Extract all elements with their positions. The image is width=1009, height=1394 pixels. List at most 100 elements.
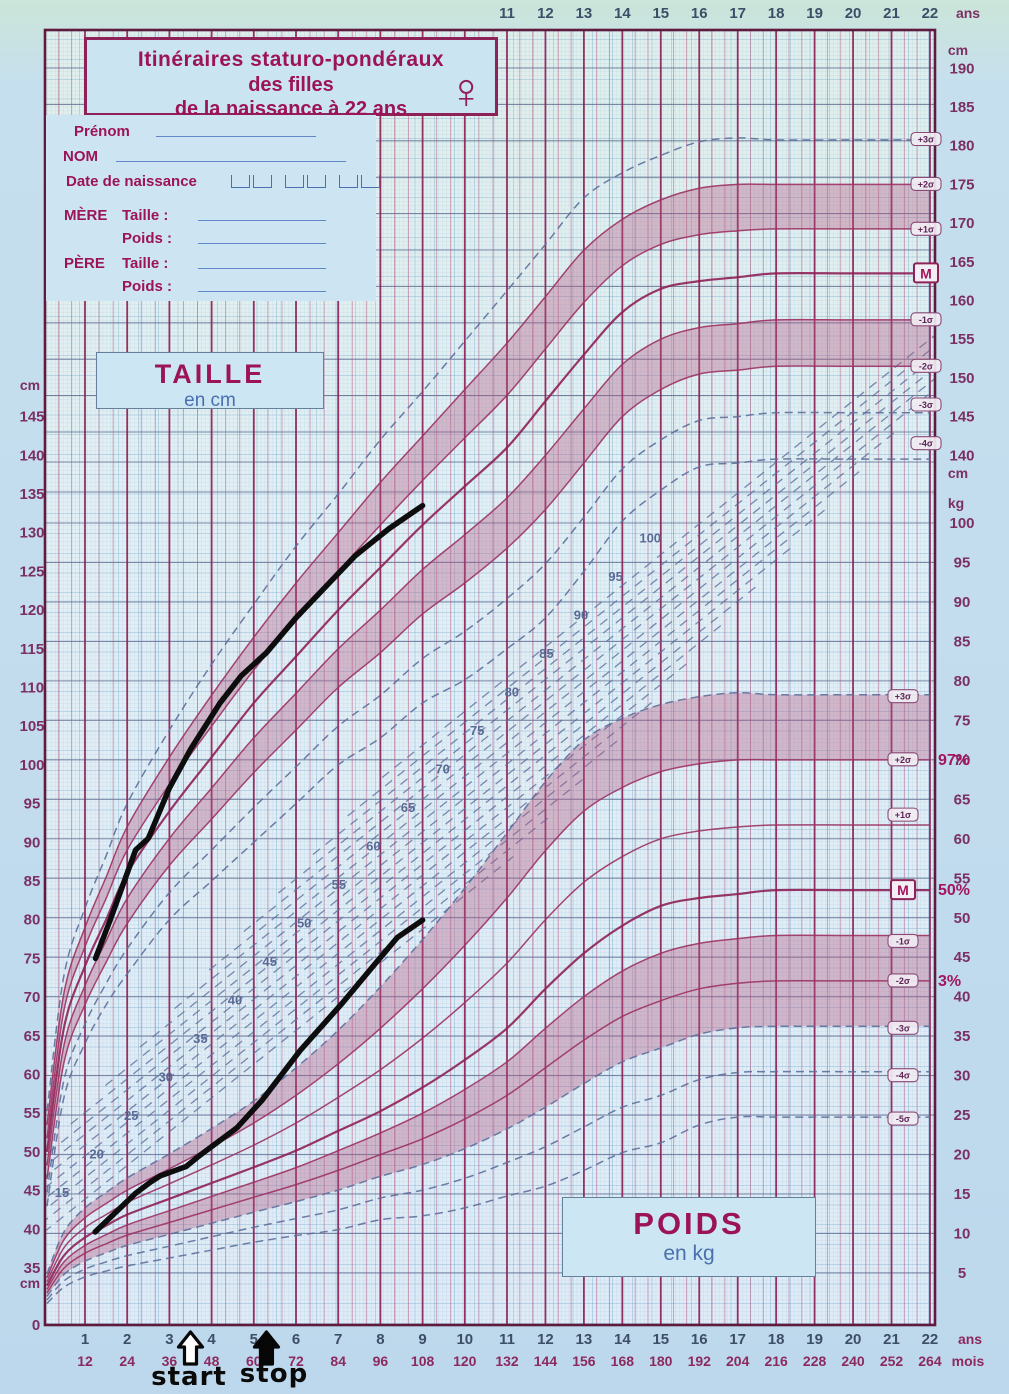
- left-axis-tick: 55: [24, 1105, 41, 1122]
- height-section-label: TAILLE en cm: [96, 352, 324, 411]
- bottom-axis-month: 132: [495, 1353, 519, 1369]
- right-axis-cm-tick: 185: [949, 99, 974, 116]
- left-axis-tick: 60: [24, 1067, 41, 1084]
- weight-end-label-box: [887, 807, 919, 822]
- height-end-label-text: -2σ: [919, 361, 933, 371]
- diagonal-guide-value: 35: [193, 1031, 207, 1046]
- right-axis-kg-tick: 30: [954, 1068, 971, 1085]
- left-axis-tick: 120: [19, 602, 44, 619]
- left-axis-tick: 135: [19, 486, 44, 503]
- left-axis-tick: 45: [24, 1183, 41, 1200]
- bottom-axis-month: 192: [688, 1353, 712, 1369]
- pere-poids-label: Poids :: [122, 278, 173, 295]
- percentile-label: 97%: [938, 752, 970, 769]
- height-end-label-box: [910, 397, 942, 412]
- weight-end-label-box: [890, 879, 916, 901]
- left-axis-tick: 140: [19, 447, 44, 464]
- weight-end-label-box: [887, 973, 919, 988]
- diagonal-guide-value: 65: [401, 800, 415, 815]
- weight-end-label-text: +2σ: [895, 755, 911, 765]
- left-axis-tick: 50: [24, 1144, 41, 1161]
- right-axis-kg-tick: 65: [954, 791, 971, 808]
- top-axis-year: 20: [845, 5, 862, 22]
- top-axis-year: 22: [922, 5, 939, 22]
- diagonal-guide-line: [208, 393, 930, 971]
- bottom-axis-year: 11: [499, 1331, 515, 1348]
- diagonal-guide-value: 60: [366, 839, 380, 854]
- weight-end-label-box: [887, 1068, 919, 1083]
- dob-label: Date de naissance: [66, 173, 197, 190]
- female-symbol-icon: ♀: [447, 63, 486, 119]
- percentile-label: 50%: [938, 882, 970, 899]
- right-axis-cm-tick: 190: [949, 60, 974, 77]
- bottom-axis-year: 9: [418, 1331, 426, 1348]
- bottom-axis-year: 2: [123, 1331, 131, 1348]
- diagonal-guide-line: [45, 739, 619, 1200]
- left-axis-tick: 130: [19, 525, 44, 542]
- height-end-label-box: [913, 262, 939, 284]
- right-axis-cm-unit-top: cm: [948, 42, 968, 58]
- plot-border: [43, 28, 937, 1327]
- bottom-axis-year: 18: [768, 1331, 785, 1348]
- left-axis-tick: 85: [24, 873, 41, 890]
- right-axis-kg-tick: 55: [954, 870, 971, 887]
- bottom-axis-month: 228: [803, 1353, 827, 1369]
- left-axis-tick: 75: [24, 950, 41, 967]
- weight-end-label-box: [887, 1020, 919, 1035]
- right-axis-kg-tick: 70: [954, 752, 971, 769]
- pere-taille-label: Taille :: [122, 255, 169, 272]
- bottom-axis-month: 264: [918, 1353, 942, 1369]
- top-axis-year: 21: [883, 5, 900, 22]
- bottom-axis-month: 84: [330, 1353, 346, 1369]
- left-axis-tick: 105: [19, 718, 44, 735]
- weight-end-label-text: -4σ: [896, 1071, 910, 1081]
- left-axis-tick: 35: [24, 1260, 41, 1277]
- prenom-label: Prénom: [74, 123, 130, 140]
- height-end-label-box: [910, 358, 942, 373]
- bottom-axis-month: 108: [411, 1353, 435, 1369]
- right-axis-kg-tick: 75: [954, 712, 971, 729]
- bottom-axis-year: 10: [456, 1331, 473, 1348]
- diagonal-guide-value: 45: [262, 954, 276, 969]
- pere-label: PÈRE: [64, 255, 105, 272]
- weight-end-label-text: M: [897, 882, 909, 898]
- height-end-label-text: -4σ: [919, 439, 933, 449]
- bottom-axis-year: 5: [250, 1331, 258, 1348]
- diagonal-guide-value: 95: [608, 569, 622, 584]
- right-axis-cm-tick: 155: [949, 331, 974, 348]
- chart-title-box: Itinéraires staturo-pondéraux des filles…: [84, 37, 498, 120]
- chart-title-line3: de la naissance à 22 ans: [174, 98, 408, 120]
- top-axis-year: 14: [614, 5, 631, 22]
- bottom-axis-year: 14: [614, 1331, 631, 1348]
- bottom-axis-month: 216: [764, 1353, 788, 1369]
- mere-label: MÈRE: [64, 207, 108, 224]
- left-axis-tick: 70: [24, 989, 41, 1006]
- left-axis-tick: 145: [19, 409, 44, 426]
- left-axis-unit-bottom: cm: [20, 1275, 40, 1291]
- mere-poids-label: Poids :: [122, 230, 173, 247]
- height-end-label-box: [910, 176, 942, 191]
- diagonal-guide-value: 70: [435, 762, 449, 777]
- weight-end-label-box: [887, 689, 919, 704]
- weight-band-upper: [47, 692, 930, 1278]
- height-end-label-text: -3σ: [919, 400, 933, 410]
- right-axis-cm-tick: 180: [949, 138, 974, 155]
- diagonal-guide-line: [104, 508, 826, 1087]
- left-axis-tick: 125: [19, 563, 44, 580]
- bottom-axis-year: 17: [729, 1331, 746, 1348]
- right-axis-kg-tick: 95: [954, 554, 971, 571]
- weight-end-label-text: -5σ: [896, 1114, 910, 1124]
- height-band-upper: [47, 184, 930, 1139]
- bottom-axis-year: 21: [883, 1331, 900, 1348]
- weight-end-label-box: [887, 933, 919, 948]
- left-axis-tick: 80: [24, 912, 41, 929]
- height-end-label-text: +1σ: [918, 224, 934, 234]
- right-axis-kg-unit: kg: [948, 495, 964, 511]
- right-axis-cm-unit-bottom: cm: [948, 465, 968, 481]
- right-axis-cm-tick: 165: [949, 254, 974, 271]
- bottom-axis-month: 252: [880, 1353, 904, 1369]
- right-axis-kg-tick: 45: [954, 949, 971, 966]
- left-axis-tick: 115: [20, 641, 44, 658]
- bottom-axis-year: 7: [334, 1331, 342, 1348]
